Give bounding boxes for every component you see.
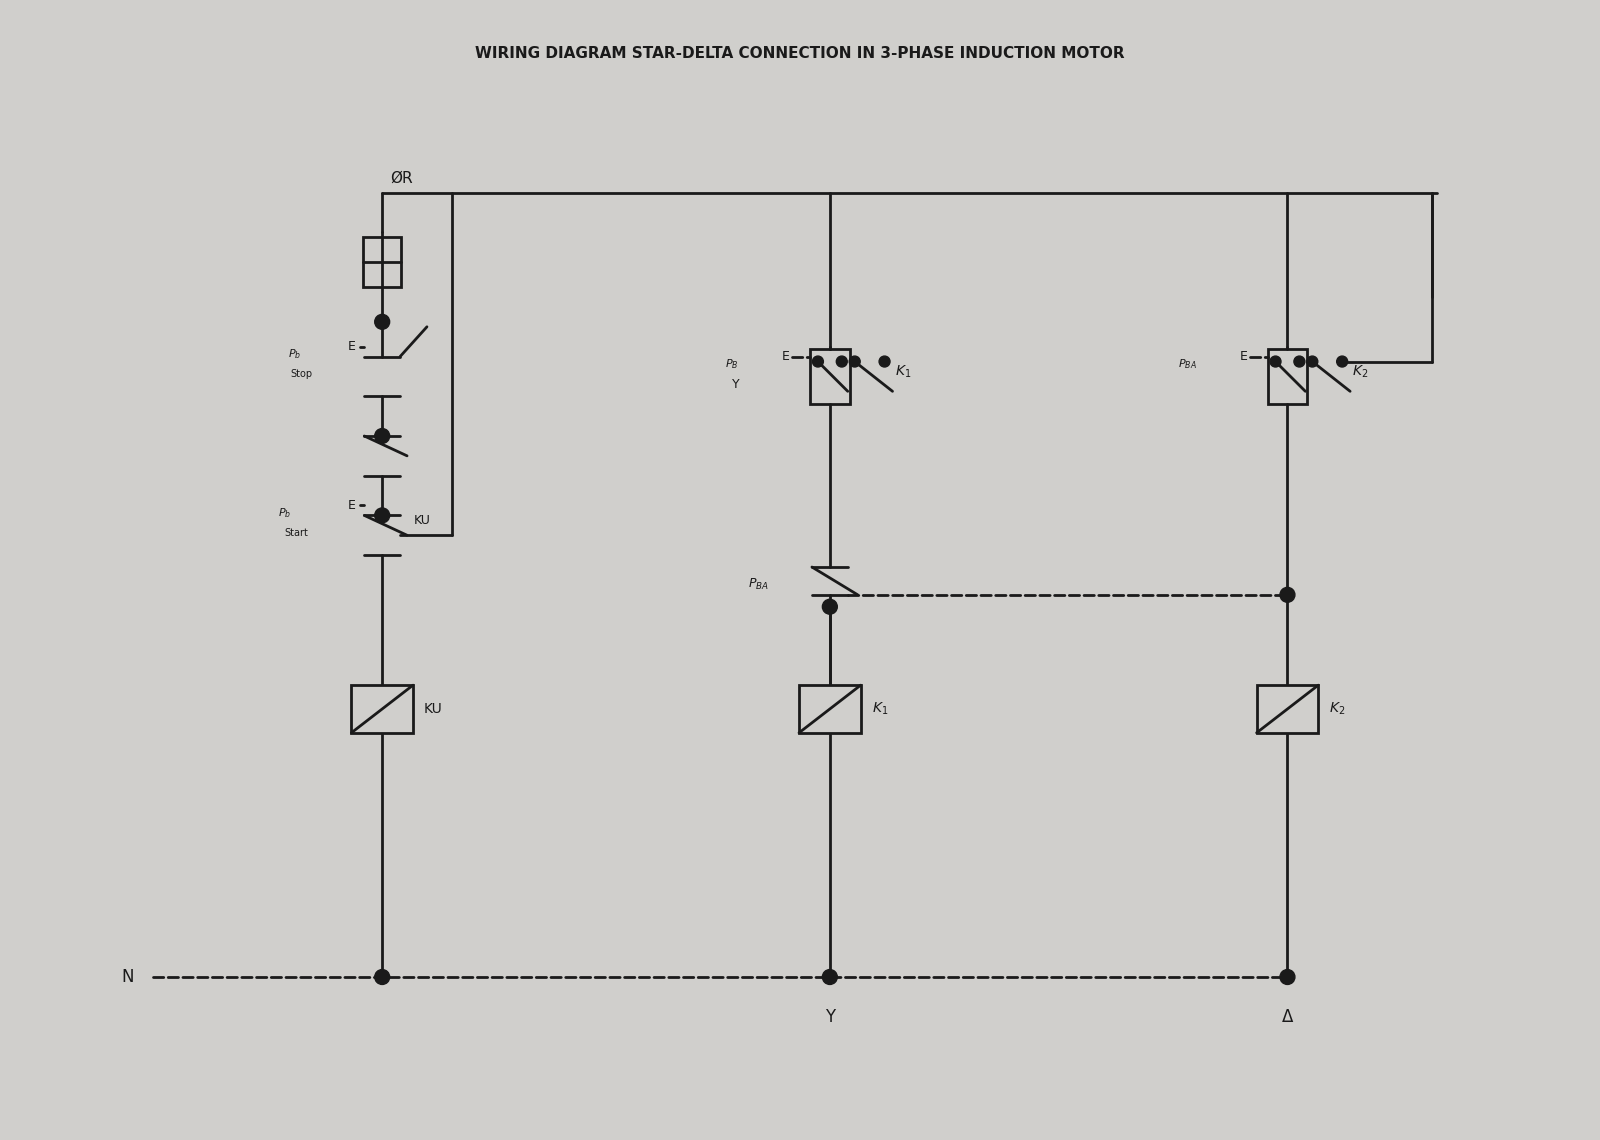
Circle shape: [374, 315, 390, 329]
Text: Start: Start: [285, 528, 309, 538]
Text: E: E: [347, 340, 355, 353]
Circle shape: [878, 356, 890, 367]
Circle shape: [1270, 356, 1282, 367]
Circle shape: [850, 356, 861, 367]
Bar: [1256, 685, 1318, 733]
Text: $K_1$: $K_1$: [894, 364, 910, 380]
Circle shape: [374, 969, 390, 985]
Circle shape: [813, 356, 824, 367]
Text: KU: KU: [424, 702, 443, 716]
Circle shape: [374, 508, 390, 523]
Circle shape: [1280, 969, 1294, 985]
Text: $P_b$: $P_b$: [288, 348, 301, 361]
Text: ØR: ØR: [390, 170, 413, 186]
Text: Y: Y: [733, 377, 739, 391]
Text: Stop: Stop: [291, 369, 312, 380]
Bar: [352, 685, 413, 733]
Circle shape: [837, 356, 848, 367]
Text: $P_b$: $P_b$: [278, 506, 291, 520]
Text: WIRING DIAGRAM STAR-DELTA CONNECTION IN 3-PHASE INDUCTION MOTOR: WIRING DIAGRAM STAR-DELTA CONNECTION IN …: [475, 47, 1125, 62]
Text: Δ: Δ: [1282, 1008, 1293, 1026]
Circle shape: [374, 429, 390, 443]
Text: $K_2$: $K_2$: [1352, 364, 1368, 380]
Text: E: E: [347, 499, 355, 512]
Circle shape: [822, 600, 837, 614]
Text: $P_{BA}$: $P_{BA}$: [1178, 358, 1197, 372]
Bar: [798, 685, 861, 733]
Text: N: N: [122, 968, 133, 986]
Circle shape: [1280, 587, 1294, 602]
Circle shape: [822, 969, 837, 985]
Circle shape: [1307, 356, 1318, 367]
Circle shape: [1336, 356, 1347, 367]
Circle shape: [1294, 356, 1306, 367]
Text: Y: Y: [824, 1008, 835, 1026]
Text: $K_1$: $K_1$: [872, 701, 888, 717]
Text: E: E: [1240, 350, 1248, 363]
Text: $K_2$: $K_2$: [1330, 701, 1346, 717]
Text: E: E: [782, 350, 790, 363]
Text: $P_B$: $P_B$: [725, 358, 739, 372]
Bar: [1267, 349, 1307, 404]
Bar: [810, 349, 850, 404]
Text: KU: KU: [414, 514, 430, 527]
Text: $P_{BA}$: $P_{BA}$: [749, 577, 770, 593]
Bar: [363, 237, 402, 287]
